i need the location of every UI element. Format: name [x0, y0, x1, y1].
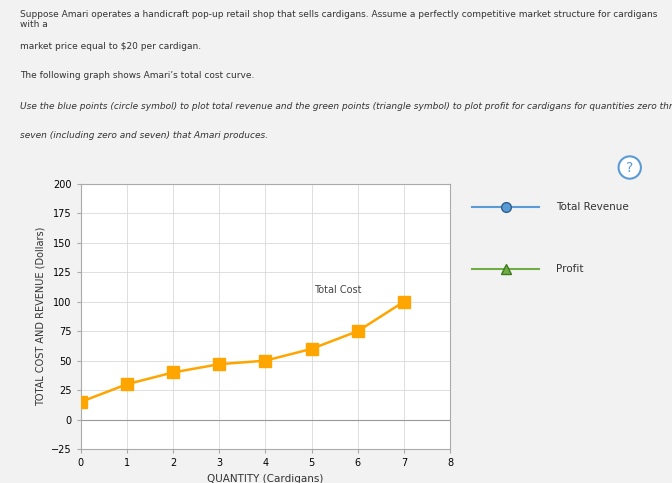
Text: Suppose Amari operates a handicraft pop-up retail shop that sells cardigans. Ass: Suppose Amari operates a handicraft pop-…	[20, 10, 657, 29]
Y-axis label: TOTAL COST AND REVENUE (Dollars): TOTAL COST AND REVENUE (Dollars)	[36, 227, 46, 406]
Text: Profit: Profit	[556, 264, 583, 273]
Text: seven (including zero and seven) that Amari produces.: seven (including zero and seven) that Am…	[20, 131, 268, 141]
Text: Total Cost: Total Cost	[314, 285, 362, 295]
Text: The following graph shows Amari’s total cost curve.: The following graph shows Amari’s total …	[20, 71, 255, 80]
Text: ?: ?	[626, 160, 633, 174]
Text: Use the blue points (circle symbol) to plot total revenue and the green points (: Use the blue points (circle symbol) to p…	[20, 102, 672, 112]
Text: Total Revenue: Total Revenue	[556, 202, 629, 212]
Text: market price equal to $20 per cardigan.: market price equal to $20 per cardigan.	[20, 42, 202, 51]
X-axis label: QUANTITY (Cardigans): QUANTITY (Cardigans)	[207, 474, 324, 483]
